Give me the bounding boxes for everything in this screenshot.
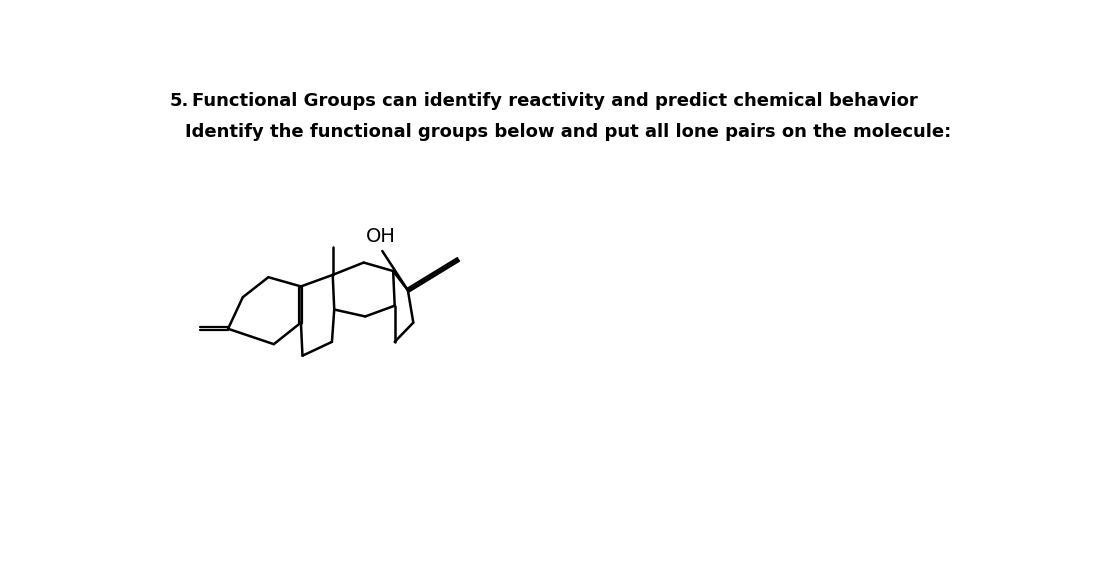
Text: 5.: 5. <box>169 93 189 110</box>
Text: Functional Groups can identify reactivity and predict chemical behavior: Functional Groups can identify reactivit… <box>192 93 918 110</box>
Text: Identify the functional groups below and put all lone pairs on the molecule:: Identify the functional groups below and… <box>185 123 951 141</box>
Text: OH: OH <box>366 227 396 246</box>
